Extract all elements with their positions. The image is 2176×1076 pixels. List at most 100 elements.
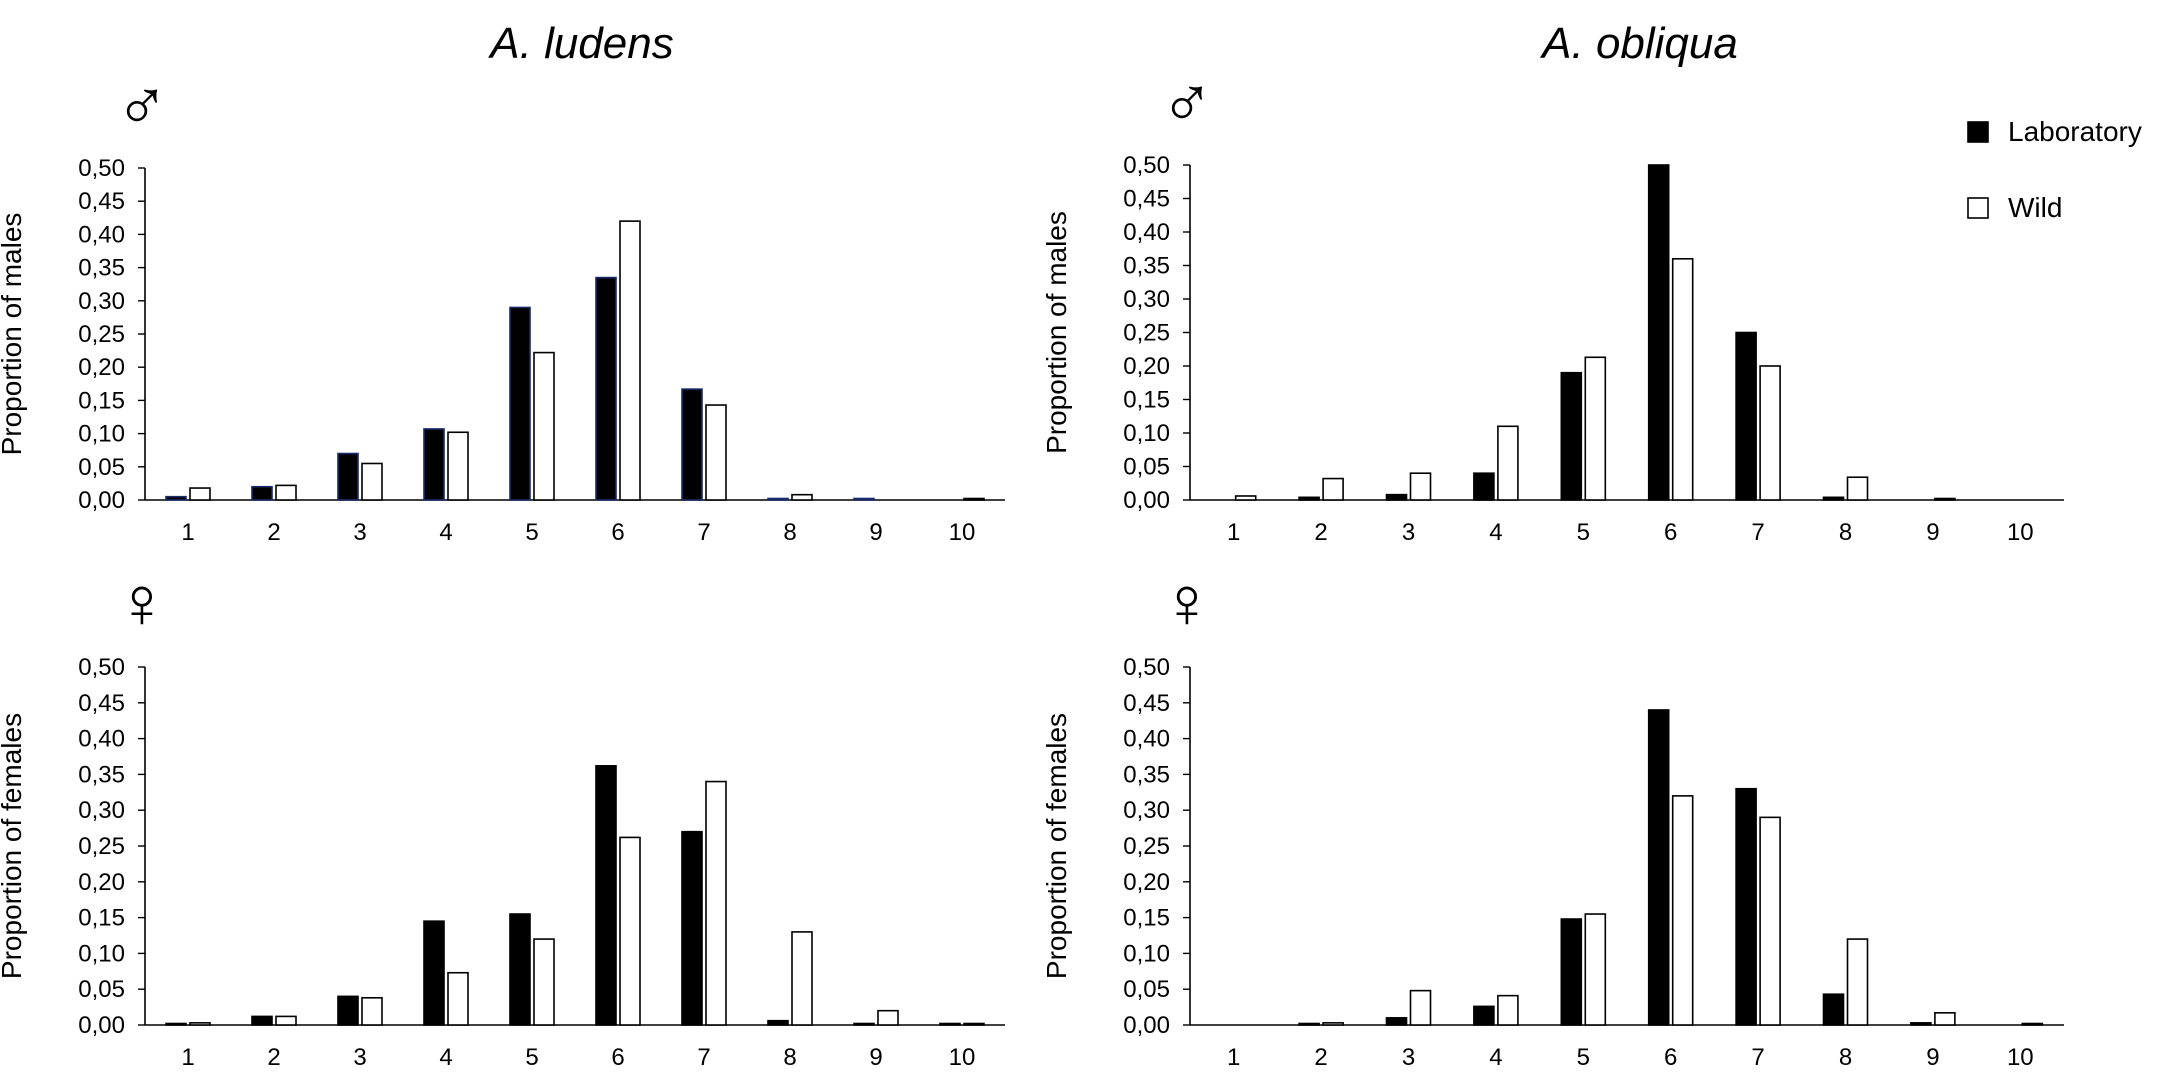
bar-wild-10 — [963, 497, 985, 501]
y-tick-label: 0,20 — [1123, 353, 1170, 380]
bar-laboratory-5 — [509, 306, 531, 501]
bar-laboratory-3 — [1385, 1017, 1408, 1026]
bar-wild-8 — [791, 493, 813, 501]
bar-laboratory-5 — [509, 913, 531, 1026]
species-title-right: A. obliqua — [1539, 19, 1738, 68]
y-tick-label: 0,00 — [1123, 1012, 1170, 1039]
bar-laboratory-9 — [1910, 1022, 1932, 1026]
bar-wild-10 — [963, 1022, 985, 1026]
bar-wild-3 — [1409, 472, 1432, 501]
female-symbol: ♀ — [115, 563, 169, 643]
species-title-left: A. ludens — [487, 19, 673, 68]
y-tick-label: 0,30 — [1123, 797, 1170, 824]
bar-laboratory-7 — [681, 830, 703, 1026]
bar-wild-7 — [705, 780, 727, 1026]
bar-laboratory-7 — [1735, 331, 1757, 501]
x-tick-label: 2 — [1314, 519, 1327, 546]
y-tick-label: 0,05 — [1123, 454, 1170, 481]
y-tick-label: 0,10 — [78, 940, 125, 967]
bar-wild-2 — [1322, 1022, 1344, 1026]
y-tick-label: 0,35 — [1123, 253, 1170, 280]
y-tick-label: 0,15 — [78, 387, 125, 414]
y-tick-label: 0,35 — [78, 255, 125, 282]
legend-label-wild: Wild — [2008, 192, 2062, 223]
bar-wild-4 — [447, 431, 469, 501]
bar-wild-5 — [1584, 913, 1607, 1026]
y-tick-label: 0,45 — [78, 690, 125, 717]
y-tick-label: 0,25 — [78, 833, 125, 860]
bar-wild-4 — [447, 971, 469, 1026]
bar-wild-2 — [275, 1015, 297, 1026]
y-tick-label: 0,10 — [1123, 940, 1170, 967]
x-tick-label: 6 — [611, 519, 624, 546]
bar-wild-9 — [1934, 497, 1956, 501]
bar-laboratory-2 — [1298, 1022, 1320, 1026]
chart-panel-males-obliqua: ♂ 0,00 0,05 0,10 0,15 0,20 0,25 0,30 0,35 0,40 0,4… — [1041, 63, 2064, 546]
bar-wild-1 — [1234, 495, 1257, 501]
bar-laboratory-6 — [1647, 709, 1670, 1026]
x-tick-label: 6 — [1664, 1044, 1677, 1071]
x-tick-label: 3 — [353, 1044, 366, 1071]
bar-wild-9 — [877, 1009, 899, 1026]
x-tick-label: 4 — [439, 1044, 452, 1071]
bar-wild-6 — [619, 220, 641, 501]
x-tick-label: 2 — [1314, 1044, 1327, 1071]
bar-laboratory-10 — [939, 1022, 961, 1026]
y-tick-label: 0,40 — [78, 221, 125, 248]
x-tick-label: 4 — [439, 519, 452, 546]
y-tick-label: 0,00 — [78, 487, 125, 514]
male-symbol: ♂ — [1160, 63, 1214, 143]
x-tick-label: 7 — [1751, 519, 1764, 546]
bar-wild-7 — [705, 404, 727, 501]
x-tick-label: 8 — [1839, 519, 1852, 546]
x-tick-label: 7 — [1751, 1044, 1764, 1071]
y-tick-label: 0,50 — [1123, 152, 1170, 179]
x-tick-label: 10 — [949, 519, 976, 546]
bar-wild-1 — [189, 487, 211, 501]
bar-laboratory-8 — [1822, 496, 1845, 501]
chart-panel-females-ludens: ♀ 0,00 0,05 0,10 0,15 0,20 0,25 0,30 0,35 0,40 0,4… — [0, 563, 1005, 1071]
bar-laboratory-4 — [423, 920, 445, 1026]
x-tick-label: 8 — [1839, 1044, 1852, 1071]
x-tick-label: 3 — [353, 519, 366, 546]
y-tick-label: 0,50 — [78, 654, 125, 681]
x-tick-label: 4 — [1489, 1044, 1502, 1071]
bar-laboratory-2 — [251, 485, 273, 501]
y-tick-label: 0,10 — [78, 421, 125, 448]
y-tick-label: 0,15 — [78, 905, 125, 932]
female-symbol: ♀ — [1160, 563, 1214, 643]
bar-laboratory-5 — [1560, 918, 1583, 1026]
y-tick-label: 0,20 — [1123, 869, 1170, 896]
legend-swatch-laboratory — [1967, 121, 1989, 143]
y-axis-title: Proportion of females — [1041, 713, 1072, 979]
legend: Laboratory Wild — [1967, 116, 2142, 223]
x-tick-label: 1 — [1227, 1044, 1240, 1071]
y-tick-label: 0,25 — [78, 321, 125, 348]
x-tick-label: 7 — [697, 1044, 710, 1071]
y-axis-title: Proportion of males — [1041, 211, 1072, 454]
x-tick-label: 5 — [525, 1044, 538, 1071]
x-tick-label: 2 — [267, 519, 280, 546]
bar-laboratory-6 — [595, 765, 617, 1026]
x-tick-label: 8 — [783, 1044, 796, 1071]
x-tick-label: 9 — [869, 1044, 882, 1071]
bar-wild-6 — [619, 836, 641, 1026]
bar-laboratory-7 — [1735, 787, 1757, 1026]
bar-laboratory-1 — [165, 495, 187, 501]
bar-wild-5 — [1584, 356, 1607, 501]
bar-wild-2 — [275, 484, 297, 501]
y-tick-label: 0,30 — [78, 797, 125, 824]
x-tick-label: 9 — [869, 519, 882, 546]
y-axis-title: Proportion of females — [0, 713, 27, 979]
bar-laboratory-3 — [1385, 493, 1408, 501]
x-tick-label: 9 — [1926, 1044, 1939, 1071]
x-tick-label: 8 — [783, 519, 796, 546]
x-tick-label: 6 — [1664, 519, 1677, 546]
y-tick-label: 0,50 — [78, 155, 125, 182]
x-tick-label: 5 — [1577, 519, 1590, 546]
bar-wild-3 — [361, 462, 383, 501]
bar-laboratory-3 — [337, 452, 359, 501]
y-tick-label: 0,50 — [1123, 654, 1170, 681]
chart-panel-females-obliqua: ♀ 0,00 0,05 0,10 0,15 0,20 0,25 0,30 0,35 0,40 0,4… — [1041, 563, 2064, 1071]
